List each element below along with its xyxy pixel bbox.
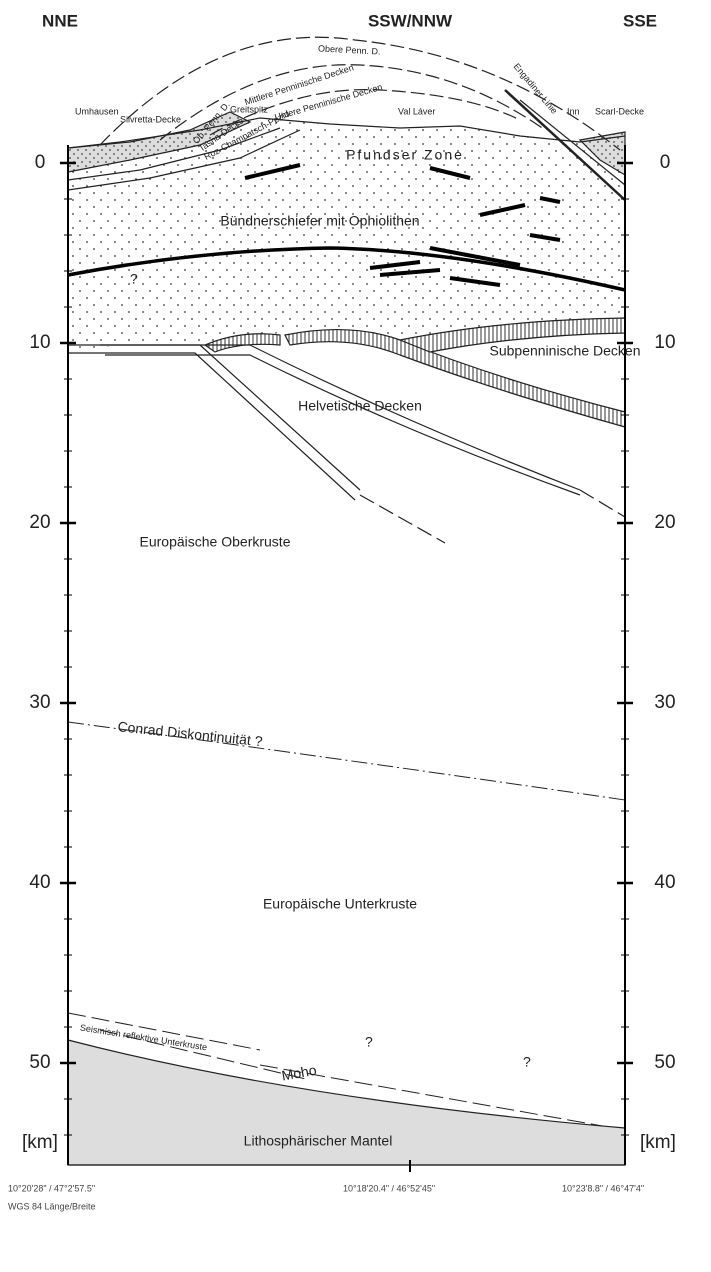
label: Europäische Oberkruste — [140, 534, 291, 550]
label: Subpenninische Decken — [490, 343, 641, 359]
geology — [68, 37, 625, 1165]
label: Moho — [280, 1062, 317, 1084]
label: Helvetische Decken — [298, 398, 422, 414]
orientation: SSW/NNW — [368, 11, 453, 30]
coordinate-system: WGS 84 Länge/Breite — [8, 1201, 96, 1211]
label: Scarl-Decke — [595, 106, 644, 116]
unit-label: [km] — [22, 1132, 58, 1153]
label: Conrad Diskontinuität ? — [117, 718, 264, 749]
label: Lithosphärischer Mantel — [244, 1133, 393, 1149]
tick-label: 30 — [29, 692, 50, 713]
tick-label: 10 — [654, 332, 675, 353]
label: Umhausen — [75, 106, 119, 116]
label: ? — [130, 271, 138, 287]
tick-label: 50 — [654, 1052, 675, 1073]
orientation: SSE — [623, 11, 657, 30]
orientation: NNE — [42, 11, 78, 30]
label: Inn — [567, 106, 580, 116]
unit-label: [km] — [640, 1132, 676, 1153]
coordinate: 10°23'8.8" / 46°47'4" — [562, 1183, 644, 1193]
label: ? — [523, 1054, 531, 1070]
tick-label: 40 — [654, 872, 675, 893]
tick-label: 20 — [29, 512, 50, 533]
coordinate: 10°20'28" / 47°2'57.5" — [8, 1183, 95, 1193]
coordinates: 10°20'28" / 47°2'57.5" 10°18'20.4" / 46°… — [8, 1183, 644, 1211]
label: Silvretta-Decke — [120, 114, 181, 124]
label: Engadiner Linie — [512, 61, 560, 115]
coordinate: 10°18'20.4" / 46°52'45" — [343, 1183, 435, 1193]
tick-label: 10 — [29, 332, 50, 353]
label: Bündnerschiefer mit Ophiolithen — [220, 213, 419, 229]
label: ? — [365, 1034, 373, 1050]
tick-label: 50 — [29, 1052, 50, 1073]
label: Pfundser Zone — [346, 147, 464, 163]
tick-label: 0 — [35, 152, 46, 173]
tick-label: 0 — [660, 152, 671, 173]
tick-label: 40 — [29, 872, 50, 893]
tick-label: 20 — [654, 512, 675, 533]
cross-section: 0 0 10 10 20 20 30 30 40 40 50 50 NNE SSW/NNW SSE [… — [0, 0, 711, 1267]
tick-label: 30 — [654, 692, 675, 713]
label: Val Láver — [398, 106, 435, 116]
label: Europäische Unterkruste — [263, 896, 417, 912]
label: Obere Penn. D. — [318, 43, 381, 56]
